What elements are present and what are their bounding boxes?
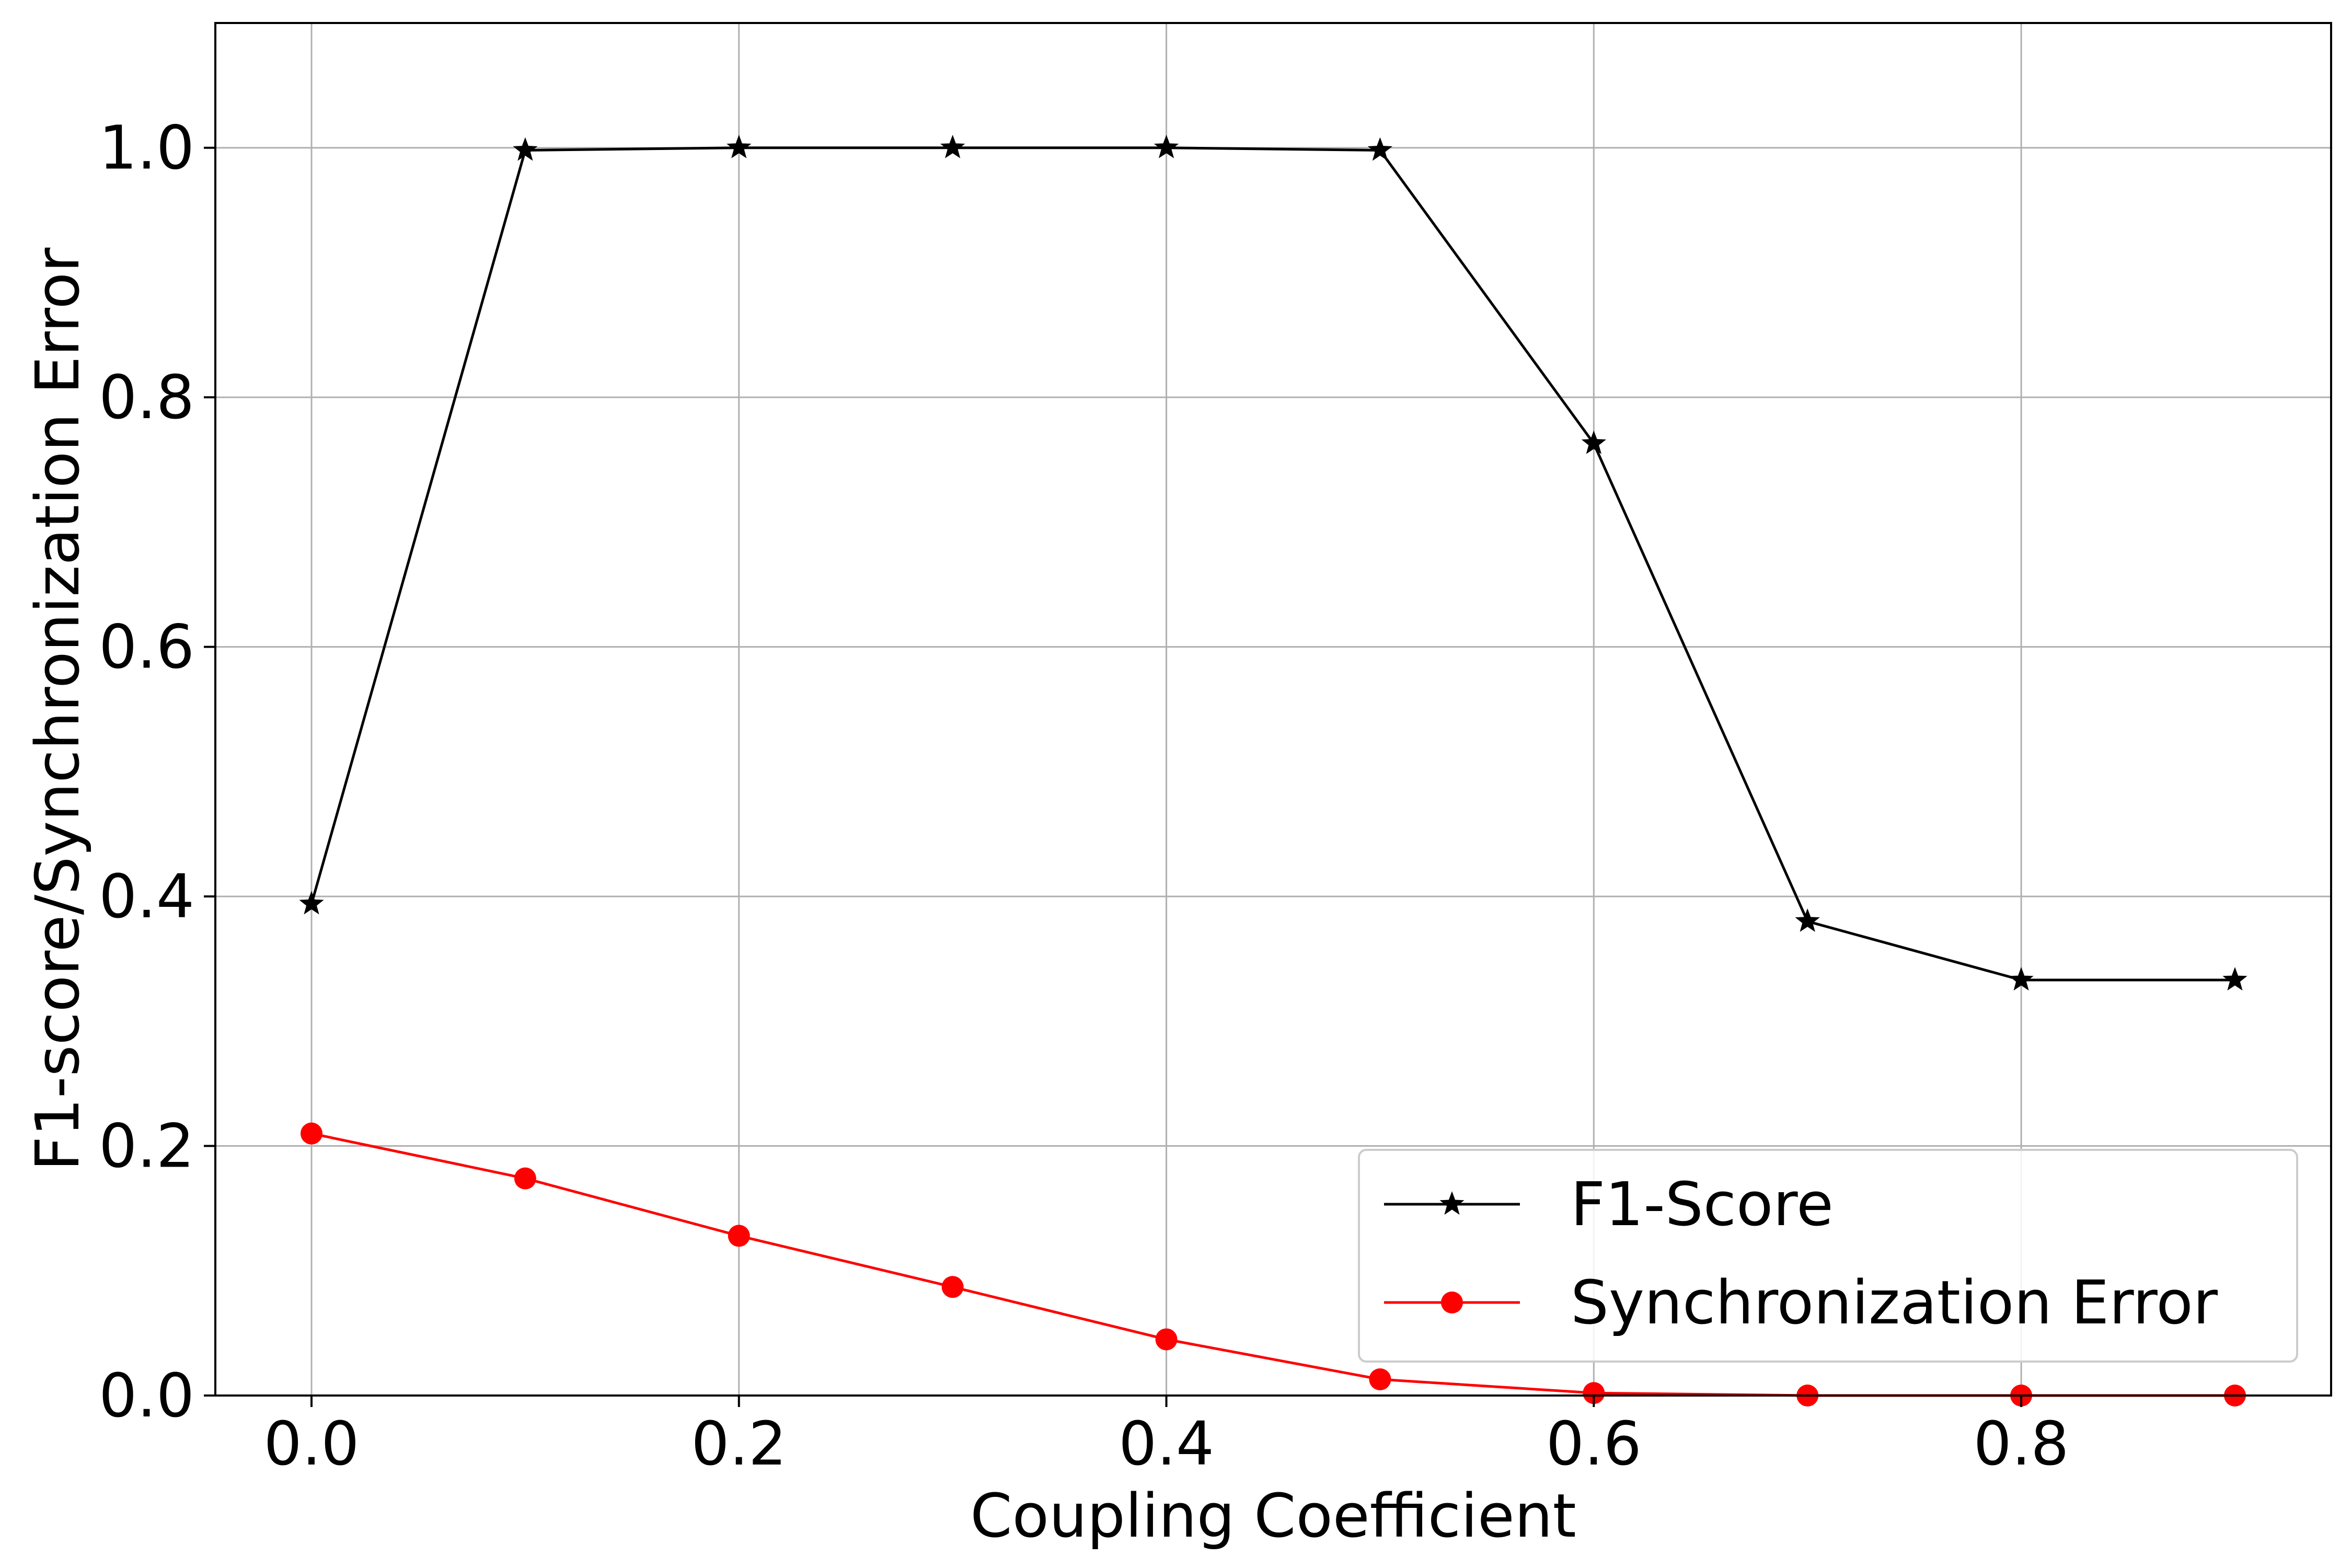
data-point-f1-score: [1367, 137, 1393, 161]
y-tick-label: 0.2: [99, 1112, 194, 1182]
data-point-f1-score: [1581, 430, 1607, 454]
x-tick-label: 0.8: [1974, 1409, 2069, 1479]
data-point-synchronization-error: [1369, 1368, 1391, 1390]
data-point-synchronization-error: [941, 1276, 964, 1298]
data-point-f1-score: [727, 134, 752, 158]
data-point-f1-score: [1154, 134, 1179, 158]
y-ticks: 0.0 0.2 0.4 0.6 0.8 1.0: [99, 113, 215, 1431]
x-ticks: 0.0 0.2 0.4 0.6 0.8: [264, 1396, 2069, 1479]
legend-label: Synchronization Error: [1571, 1268, 2218, 1338]
y-tick-label: 0.6: [99, 613, 194, 683]
data-point-f1-score: [299, 891, 324, 915]
series-line-f1-score: [310, 146, 2235, 982]
x-tick-label: 0.4: [1119, 1409, 1214, 1479]
legend-entry-f1-score: F1-Score: [1384, 1170, 1834, 1240]
data-point-f1-score: [2009, 967, 2034, 991]
data-point-f1-score: [513, 137, 538, 161]
data-point-synchronization-error: [514, 1167, 536, 1190]
legend-entry-synchronization-error: Synchronization Error: [1384, 1268, 2218, 1338]
data-point-synchronization-error: [301, 1122, 322, 1145]
data-point-f1-score: [2222, 967, 2247, 991]
legend-marker: [1441, 1292, 1463, 1313]
x-tick-label: 0.6: [1546, 1409, 1642, 1479]
x-tick-label: 0.2: [691, 1409, 787, 1479]
y-tick-label: 0.4: [99, 862, 194, 932]
y-tick-label: 1.0: [99, 113, 194, 183]
data-point-synchronization-error: [1583, 1382, 1605, 1404]
legend-box: [1358, 1149, 2298, 1363]
x-tick-label: 0.0: [264, 1409, 360, 1479]
y-tick-label: 0.8: [99, 363, 194, 433]
data-point-synchronization-error: [1155, 1328, 1178, 1351]
plot-frame: [214, 22, 2332, 1397]
data-point-synchronization-error: [728, 1225, 750, 1247]
data-point-f1-score: [1795, 908, 1820, 932]
y-tick-label: 0.0: [99, 1361, 194, 1431]
data-point-f1-score: [940, 134, 965, 158]
series-f1-score: [299, 134, 2247, 991]
legend-label: F1-Score: [1571, 1170, 1834, 1240]
x-axis-label: Coupling Coefficient: [970, 1481, 1576, 1551]
legend-marker: [1439, 1191, 1465, 1215]
y-axis-label: F1-score/Synchronization Error: [23, 247, 93, 1171]
legend: F1-Score Synchronization Error: [1358, 1149, 2298, 1363]
